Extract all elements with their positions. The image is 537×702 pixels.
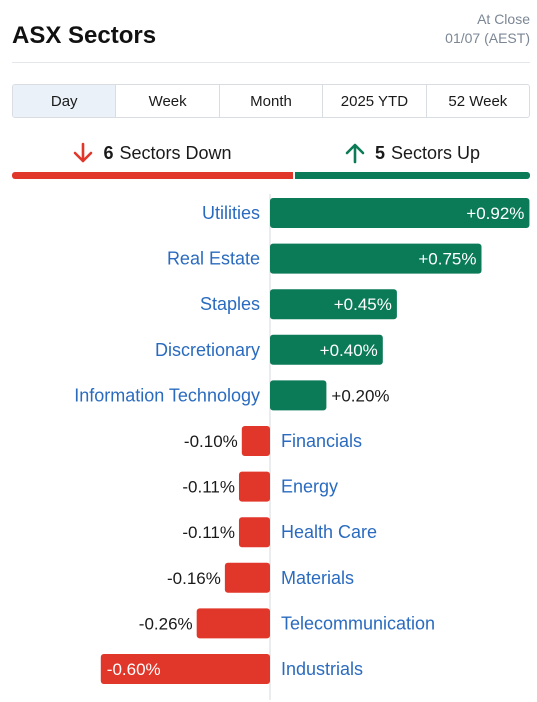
sector-label-real-estate[interactable]: Real Estate	[167, 249, 260, 269]
breadth-bar-down	[12, 172, 293, 179]
value-label-discretionary: +0.40%	[320, 341, 378, 360]
bar-materials	[224, 562, 270, 593]
bar-telecommunication	[196, 608, 270, 639]
tab-day[interactable]: Day	[13, 85, 116, 117]
value-label-telecommunication: -0.26%	[139, 614, 193, 633]
tab-week[interactable]: Week	[115, 85, 218, 117]
sectors-up-count: 5	[374, 142, 385, 163]
value-label-information-technology: +0.20%	[331, 386, 389, 405]
tab-2025-ytd[interactable]: 2025 YTD	[322, 85, 425, 117]
sector-label-discretionary[interactable]: Discretionary	[155, 340, 260, 360]
value-label-real-estate: +0.75%	[418, 250, 476, 269]
sectors-down-summary: 6 Sectors Down	[12, 128, 293, 178]
bar-staples	[270, 289, 397, 320]
bar-financials	[241, 426, 270, 456]
bar-industrials	[100, 654, 270, 684]
sectors-down-label: Sectors Down	[119, 142, 232, 163]
value-label-financials: -0.10%	[184, 432, 238, 451]
sector-label-information-technology[interactable]: Information Technology	[74, 385, 260, 405]
breadth-bar-up	[295, 172, 530, 179]
period-tabs: Day Week Month 2025 YTD 52 Week	[12, 84, 530, 118]
tab-52-week[interactable]: 52 Week	[425, 85, 529, 117]
sectors-up-label: Sectors Up	[390, 142, 481, 163]
sector-label-staples[interactable]: Staples	[200, 294, 260, 314]
status-label: At Close	[477, 11, 530, 27]
bar-discretionary	[270, 334, 383, 365]
sector-label-utilities[interactable]: Utilities	[202, 203, 260, 223]
sector-label-materials[interactable]: Materials	[281, 568, 354, 588]
bar-information-technology	[270, 380, 327, 411]
arrow-down-icon	[74, 142, 93, 163]
value-label-utilities: +0.92%	[466, 204, 524, 223]
sector-label-health-care[interactable]: Health Care	[281, 522, 377, 542]
sectors-down-count: 6	[103, 142, 114, 163]
bar-real-estate	[270, 243, 482, 274]
header-divider	[12, 62, 530, 63]
tab-month[interactable]: Month	[218, 85, 322, 117]
arrow-up-icon	[345, 143, 365, 164]
sector-label-financials[interactable]: Financials	[281, 431, 362, 451]
page-title: ASX Sectors	[12, 22, 157, 49]
bar-utilities	[270, 198, 530, 228]
sector-label-telecommunication[interactable]: Telecommunication	[281, 613, 435, 633]
bar-health-care	[238, 517, 270, 548]
value-label-health-care: -0.11%	[182, 523, 235, 542]
sectors-up-summary: 5 Sectors Up	[295, 128, 530, 178]
status-timestamp: 01/07 (AEST)	[445, 30, 530, 46]
value-label-materials: -0.16%	[167, 569, 221, 588]
value-label-industrials: -0.60%	[107, 660, 161, 679]
value-label-staples: +0.45%	[334, 295, 392, 314]
header: ASX Sectors At Close 01/07 (AEST)	[12, 8, 530, 58]
sector-label-industrials[interactable]: Industrials	[281, 659, 363, 679]
bar-energy	[238, 471, 270, 502]
market-status: At Close 01/07 (AEST)	[445, 10, 530, 48]
value-label-energy: -0.11%	[182, 478, 235, 497]
sector-label-energy[interactable]: Energy	[281, 477, 338, 497]
